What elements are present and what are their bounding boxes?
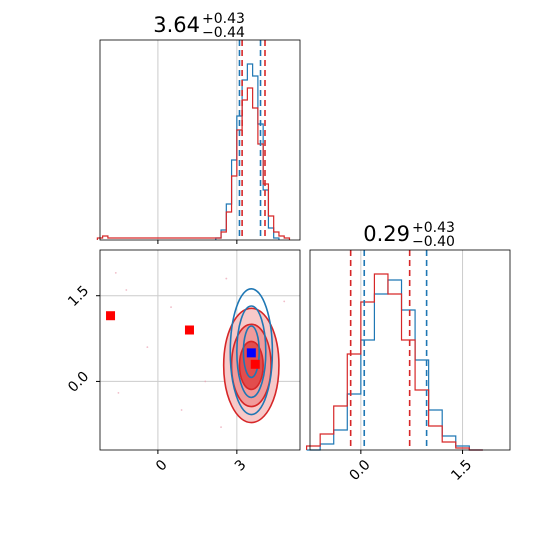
axes-frame [99, 249, 301, 451]
title-param-1-lower: −0.44 [202, 25, 245, 41]
x-tick-label: 1.5 [448, 457, 475, 484]
histogram-series-1 [306, 273, 483, 451]
sample-point [146, 346, 149, 349]
x-tick-label: 0 [153, 457, 171, 475]
contour-1-level-2 [242, 325, 261, 379]
sample-point [114, 271, 117, 274]
sample-point [225, 277, 228, 280]
axes-frame [309, 249, 511, 451]
marker-3 [246, 348, 256, 358]
title-param-2-upper: +0.43 [412, 220, 455, 236]
histogram-param-2: 0.0 1.5 [306, 249, 511, 484]
title-param-2: 0.29 [363, 222, 410, 246]
axes-frame [99, 39, 301, 241]
sample-point [180, 409, 183, 411]
marker-1 [184, 325, 194, 335]
sample-point [283, 300, 286, 303]
sample-point [204, 380, 207, 383]
x-tick-label: 3 [232, 457, 250, 475]
y-tick-label: 1.5 [65, 283, 92, 310]
sample-point [125, 289, 128, 291]
x-tick-label: 0.0 [347, 457, 374, 484]
histogram-series-1 [96, 87, 291, 240]
posterior-2d: 0 3 0.0 1.5 [65, 249, 301, 475]
sample-point [170, 306, 172, 309]
marker-0 [106, 311, 116, 321]
sample-point [220, 426, 222, 429]
marker-2 [250, 359, 260, 369]
title-param-2-lower: −0.40 [412, 234, 455, 250]
y-tick-label: 0.0 [65, 369, 92, 396]
histogram-param-1 [96, 39, 301, 244]
title-param-1-upper: +0.43 [202, 11, 245, 27]
sample-point [117, 391, 120, 394]
contour-1-level-0 [229, 288, 274, 416]
contour-1-level-1 [236, 305, 267, 399]
title-param-1: 3.64 [153, 13, 200, 37]
histogram-series-0 [306, 279, 483, 451]
